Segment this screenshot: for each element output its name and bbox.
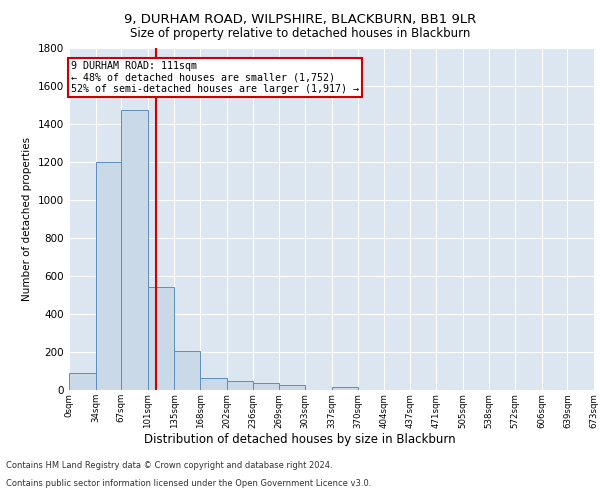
Text: Contains HM Land Registry data © Crown copyright and database right 2024.: Contains HM Land Registry data © Crown c… — [6, 461, 332, 470]
Bar — [69, 373, 95, 390]
Text: Distribution of detached houses by size in Blackburn: Distribution of detached houses by size … — [144, 432, 456, 446]
Bar — [227, 382, 253, 390]
Bar — [175, 351, 200, 390]
Text: Contains public sector information licensed under the Open Government Licence v3: Contains public sector information licen… — [6, 478, 371, 488]
Bar — [148, 287, 175, 390]
Bar — [279, 384, 305, 390]
Text: 9, DURHAM ROAD, WILPSHIRE, BLACKBURN, BB1 9LR: 9, DURHAM ROAD, WILPSHIRE, BLACKBURN, BB… — [124, 12, 476, 26]
Text: Size of property relative to detached houses in Blackburn: Size of property relative to detached ho… — [130, 28, 470, 40]
Bar — [95, 162, 121, 390]
Bar — [332, 387, 358, 390]
Text: 9 DURHAM ROAD: 111sqm
← 48% of detached houses are smaller (1,752)
52% of semi-d: 9 DURHAM ROAD: 111sqm ← 48% of detached … — [71, 61, 359, 94]
Y-axis label: Number of detached properties: Number of detached properties — [22, 136, 32, 301]
Bar — [121, 110, 148, 390]
Bar — [253, 384, 279, 390]
Bar — [200, 378, 227, 390]
